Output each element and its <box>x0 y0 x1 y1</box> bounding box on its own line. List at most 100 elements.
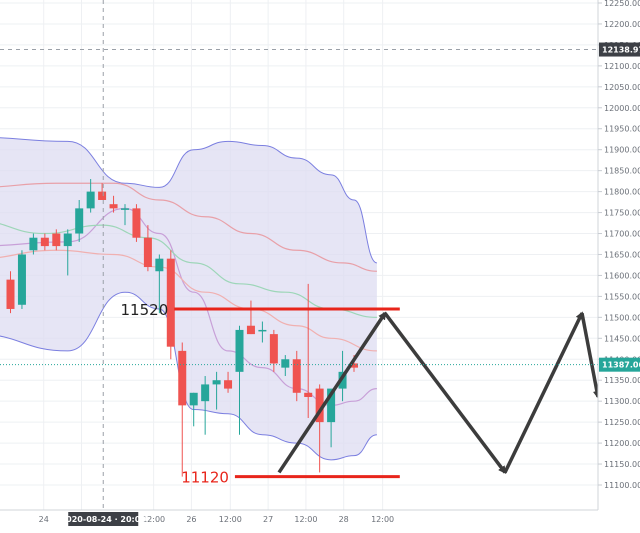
candle <box>166 250 175 360</box>
candle-body <box>75 208 84 234</box>
candle-body <box>6 279 15 309</box>
time-tick-label: 12:00 <box>219 515 242 524</box>
price-tick-label: 11850.00 <box>604 167 640 176</box>
candle <box>6 271 15 314</box>
price-tick-label: 12000.00 <box>604 104 640 113</box>
candles <box>6 179 358 477</box>
price-tick-label: 11550.00 <box>604 292 640 301</box>
candle <box>86 179 95 213</box>
zigzag-arrow <box>277 311 387 474</box>
candle <box>189 392 198 427</box>
crosshair-time-label: 2020-08-24 · 20:00 <box>61 515 147 524</box>
price-tick-label: 11100.00 <box>604 481 640 490</box>
candle <box>143 225 152 272</box>
price-tick-label: 11650.00 <box>604 250 640 259</box>
price-tick-label: 11950.00 <box>604 125 640 134</box>
candle-body <box>304 392 313 397</box>
time-tick-label: 26 <box>186 515 196 524</box>
time-axis-bg <box>0 510 640 529</box>
candle-body <box>155 258 164 272</box>
price-tick-label: 11500.00 <box>604 313 640 322</box>
candle-body <box>235 329 244 372</box>
price-label-box <box>599 42 640 57</box>
candle-body <box>121 208 129 210</box>
candle-body <box>132 208 141 238</box>
price-tick-label: 12200.00 <box>604 20 640 29</box>
price-label-box <box>599 357 640 372</box>
moving-average-line <box>0 223 377 318</box>
candle <box>224 371 233 393</box>
candle <box>75 199 84 242</box>
candle-body <box>269 334 278 364</box>
candle-body <box>189 392 198 406</box>
candle-body <box>52 233 61 247</box>
price-tick-label: 11350.00 <box>604 376 640 385</box>
moving-average-line <box>0 182 377 272</box>
candle-body <box>178 350 187 406</box>
zigzag-arrow <box>580 312 601 399</box>
time-tick-label: 28 <box>339 515 349 524</box>
candle-body <box>292 359 301 393</box>
candle-body <box>166 258 175 347</box>
candle <box>292 350 301 402</box>
candle-body <box>258 329 267 332</box>
price-tick-label: 11800.00 <box>604 188 640 197</box>
candle-body <box>281 359 290 368</box>
price-tick-label: 12250.00 <box>604 0 640 8</box>
zigzag-arrows <box>277 311 601 475</box>
candle <box>212 371 221 410</box>
candle <box>235 325 244 435</box>
candle <box>315 384 324 473</box>
candle <box>201 376 210 435</box>
candle <box>258 321 267 343</box>
zigzag-arrow <box>383 312 507 475</box>
candle-body <box>98 191 107 200</box>
candle <box>281 355 290 377</box>
candle <box>63 229 72 276</box>
zigzag-arrow <box>503 311 584 474</box>
candle <box>40 233 49 251</box>
level-lines: 11520 11120 <box>121 301 400 487</box>
moving-average-line <box>0 249 377 352</box>
candle <box>29 233 38 255</box>
price-tick-label: 11450.00 <box>604 334 640 343</box>
price-tick-label: 11300.00 <box>604 397 640 406</box>
price-tick-label: 12100.00 <box>604 62 640 71</box>
candle-body <box>109 204 118 209</box>
candle <box>17 250 26 309</box>
candle-body <box>246 325 255 335</box>
price-tick-label: 12050.00 <box>604 83 640 92</box>
time-axis[interactable]: 2412:0012:002612:002712:002812:002020-08… <box>0 509 640 529</box>
time-tick-label: 27 <box>263 515 273 524</box>
candle-body <box>86 191 95 209</box>
bollinger-upper <box>0 137 378 264</box>
candle-body <box>338 371 347 389</box>
candle-body <box>40 237 49 247</box>
candle-body <box>224 380 233 389</box>
time-tick-label: 12:00 <box>371 515 394 524</box>
candle <box>98 183 107 200</box>
price-tick-label: 11900.00 <box>604 146 640 155</box>
price-axis-bg <box>598 0 640 529</box>
candle-body <box>201 384 210 402</box>
bollinger-bands <box>0 137 378 461</box>
price-label: 11387.06 <box>602 361 640 370</box>
price-tick-label: 11200.00 <box>604 439 640 448</box>
crosshair <box>0 0 598 510</box>
price-axis[interactable]: 12250.0012200.0012150.0012100.0012050.00… <box>597 0 640 529</box>
price-label: 12138.97 <box>602 46 640 55</box>
price-tick-label: 11750.00 <box>604 209 640 218</box>
level-label: 11120 <box>181 469 229 487</box>
level-label: 11520 <box>121 301 169 319</box>
candle <box>121 204 129 226</box>
candle-body <box>350 363 358 368</box>
candle <box>178 342 187 477</box>
candle-body <box>212 380 221 385</box>
candle-body <box>327 388 336 423</box>
candle-body <box>29 237 38 251</box>
candle-body <box>143 237 152 268</box>
time-tick-label: 12:00 <box>142 515 165 524</box>
price-tick-label: 11250.00 <box>604 418 640 427</box>
